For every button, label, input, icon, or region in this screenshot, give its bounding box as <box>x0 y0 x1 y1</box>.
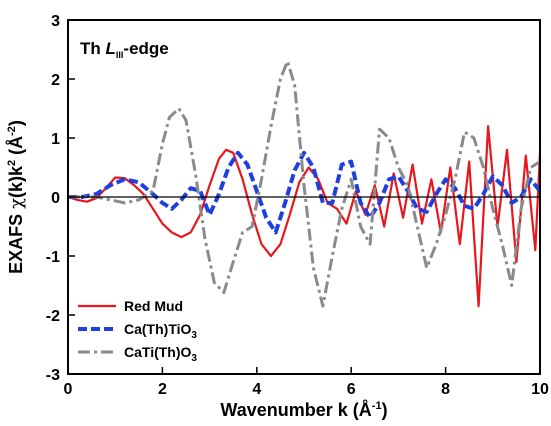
x-tick-label-3: 6 <box>347 381 356 398</box>
series-line-0 <box>68 125 540 308</box>
x-tick-label-2: 4 <box>252 381 261 398</box>
y-tick-label-5: 2 <box>51 72 60 89</box>
y-axis-title-sup1: 2 <box>6 160 18 166</box>
legend-label-cati-th-o3: CaTi(Th)O3 <box>124 344 197 364</box>
y-tick-label-2: -1 <box>46 249 60 266</box>
x-axis-title-prefix: Wavenumber k (Å <box>220 400 371 420</box>
annotation-prefix: Th <box>80 39 106 58</box>
legend-cati-th-o3-main: CaTi(Th)O <box>124 344 192 360</box>
annotation-italic: L <box>106 39 116 58</box>
x-tick-label-4: 8 <box>441 381 450 398</box>
series-line-1 <box>68 150 540 235</box>
y-tick-label-4: 1 <box>51 131 60 148</box>
y-axis-title-part4: ) <box>6 120 26 126</box>
y-axis-title-sup2: -2 <box>6 126 18 136</box>
y-axis-title-part1: EXAFS <box>6 209 26 274</box>
annotation-edge: Th LIII-edge <box>80 39 169 60</box>
x-axis-title: Wavenumber k (Å-1) <box>220 400 387 420</box>
x-tick-label-1: 2 <box>158 381 167 398</box>
annotation-sub: III <box>116 50 124 60</box>
y-tick-label-0: -3 <box>46 367 60 384</box>
y-axis-title: EXAFS χ(k)k2 (Å-2) <box>6 120 27 274</box>
x-axis-title-sup: -1 <box>372 400 382 412</box>
x-tick-label-0: 0 <box>64 381 73 398</box>
legend-ca-th-tio3-sub: 3 <box>191 330 197 341</box>
y-axis-title-part2: (k)k <box>6 165 26 198</box>
legend-cati-th-o3-sub: 3 <box>191 353 197 364</box>
legend-label-ca-th-tio3: Ca(Th)TiO3 <box>124 321 197 341</box>
y-axis-title-part3: (Å <box>6 136 26 160</box>
x-axis-title-suffix: ) <box>382 400 388 420</box>
annotation-suffix: -edge <box>123 39 168 58</box>
legend: Red Mud Ca(Th)TiO3 CaTi(Th)O3 <box>78 298 197 364</box>
y-axis-title-chi: χ <box>6 198 27 209</box>
legend-red-mud-main: Red Mud <box>124 298 183 314</box>
legend-ca-th-tio3-main: Ca(Th)TiO <box>124 321 192 337</box>
x-tick-label-5: 10 <box>531 381 549 398</box>
y-tick-label-1: -2 <box>46 308 60 325</box>
y-tick-label-6: 3 <box>51 13 60 30</box>
y-tick-label-3: 0 <box>51 190 60 207</box>
legend-label-red-mud: Red Mud <box>124 298 183 314</box>
ticks-layer: 0 2 4 6 8 10 -3 -2 -1 0 1 2 3 <box>46 13 549 398</box>
series-line-2 <box>68 59 540 308</box>
series-layer <box>68 59 540 308</box>
